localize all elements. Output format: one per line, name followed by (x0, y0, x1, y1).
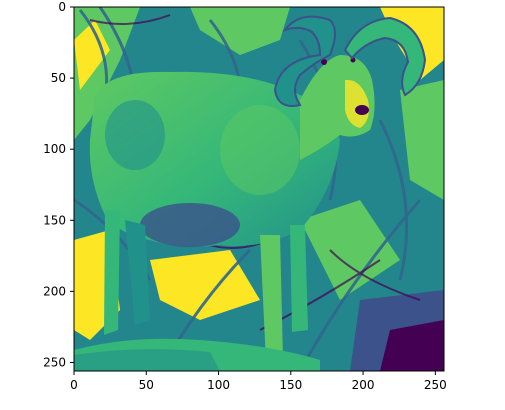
x-tick-label: 150 (279, 378, 302, 392)
y-tick-label: 250 (43, 355, 66, 369)
x-tick-label: 0 (70, 378, 78, 392)
y-tick-label: 200 (43, 284, 66, 298)
y-axis-ticks: 0 50 100 150 200 250 (43, 0, 74, 369)
heatmap-image (74, 7, 444, 371)
x-tick-label: 250 (424, 378, 447, 392)
x-axis-ticks: 0 50 100 150 200 250 (70, 371, 447, 392)
y-tick-label: 50 (51, 71, 66, 85)
y-tick-label: 150 (43, 213, 66, 227)
axes-frame (73, 6, 445, 372)
y-tick-label: 100 (43, 142, 66, 156)
x-tick-label: 200 (352, 378, 375, 392)
y-tick-label: 0 (58, 0, 66, 14)
x-tick-label: 50 (139, 378, 154, 392)
x-tick-label: 100 (207, 378, 230, 392)
